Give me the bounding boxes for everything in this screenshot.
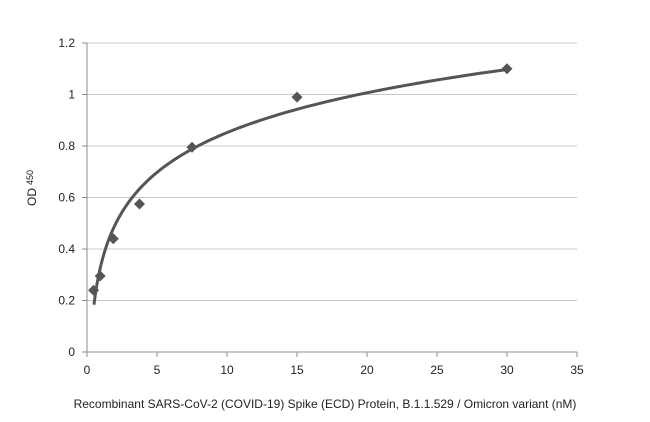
x-axis-label: Recombinant SARS-CoV-2 (COVID-19) Spike … [74,397,577,411]
data-point [88,284,100,296]
y-axis-label-subscript: 450 [25,170,35,185]
y-tick-label: 1.2 [58,36,75,50]
data-point [134,198,145,210]
x-tick-label: 15 [290,363,304,377]
y-tick-labels: 0 0.2 0.4 0.6 0.8 1 1.2 [58,36,75,359]
y-tick-label: 0.2 [58,294,75,308]
data-point [94,270,106,282]
x-tick-label: 0 [84,363,91,377]
x-tick-labels: 0 5 10 15 20 25 30 35 [84,363,584,377]
trend-curve [92,68,508,305]
x-tick-label: 10 [220,363,234,377]
x-tick-label: 35 [570,363,584,377]
axes [82,42,578,357]
x-tick-label: 25 [430,363,444,377]
data-point [291,91,303,103]
data-points [88,63,513,296]
y-tick-label: 1 [68,88,75,102]
x-tick-label: 20 [360,363,374,377]
grid-lines [87,42,577,301]
x-tick-label: 30 [500,363,514,377]
y-tick-label: 0 [68,345,75,359]
x-tick-label: 5 [154,363,161,377]
y-tick-label: 0.6 [58,191,75,205]
y-axis-label-main: OD [25,188,39,206]
data-point [107,233,119,245]
data-point [186,141,198,153]
data-point [501,63,513,75]
trendline-curve [92,68,508,305]
y-axis-label: OD 450 [25,170,39,206]
y-tick-label: 0.4 [58,242,75,256]
y-tick-label: 0.8 [58,139,75,153]
